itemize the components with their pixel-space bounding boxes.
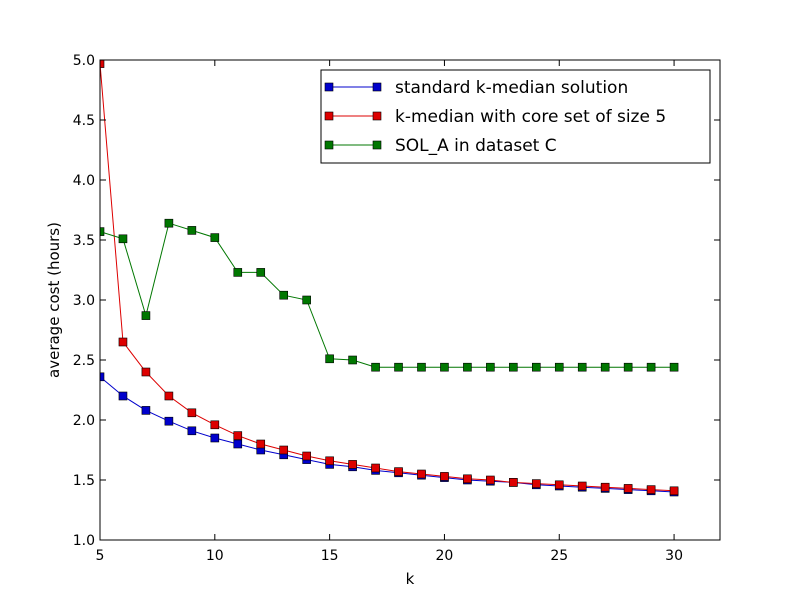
series-2-point-12 xyxy=(371,362,380,372)
y-tick-label-8: 5.0 xyxy=(73,53,95,69)
series-2-point-14 xyxy=(417,362,426,372)
legend-marker-left-2 xyxy=(324,140,334,150)
legend-box xyxy=(320,69,711,164)
series-2-point-10 xyxy=(325,354,334,364)
series-1-point-25 xyxy=(669,486,679,496)
series-0-point-1 xyxy=(118,391,128,401)
series-line-0 xyxy=(100,376,675,493)
y-tick-label-2: 2.0 xyxy=(73,413,95,429)
legend-marker-right-2 xyxy=(372,140,382,150)
legend: standard k-median solution k-median with … xyxy=(320,69,711,164)
legend-marker-right-1 xyxy=(372,111,382,121)
series-2-point-9 xyxy=(302,295,311,305)
series-1 xyxy=(100,60,679,496)
series-0-point-2 xyxy=(141,406,151,415)
series-1-point-5 xyxy=(210,420,220,430)
series-2-point-15 xyxy=(440,362,449,372)
series-1-point-18 xyxy=(509,478,518,487)
series-1-point-12 xyxy=(371,463,380,473)
y-tick-label-4: 3.0 xyxy=(73,293,95,309)
series-1-point-19 xyxy=(531,479,541,488)
series-1-point-8 xyxy=(279,445,289,455)
series-2-point-23 xyxy=(623,362,633,372)
series-0-point-4 xyxy=(187,426,197,436)
legend-label-1: k-median with core set of size 5 xyxy=(395,107,666,127)
series-2-point-16 xyxy=(463,362,472,372)
legend-marker-left-1 xyxy=(324,111,334,121)
series-2-point-4 xyxy=(187,226,197,235)
x-tick-label-0: 5 xyxy=(96,548,105,564)
series-1-point-23 xyxy=(623,484,633,493)
series-1-point-7 xyxy=(256,439,266,449)
x-tick-label-4: 25 xyxy=(550,548,568,564)
series-2-point-1 xyxy=(118,234,128,244)
series-2-point-18 xyxy=(509,362,518,372)
series-1-point-15 xyxy=(440,472,449,481)
series-0-point-3 xyxy=(164,416,174,426)
series-2-point-25 xyxy=(669,362,679,372)
series-2-point-0 xyxy=(100,227,105,236)
series-0 xyxy=(100,372,679,497)
series-1-point-21 xyxy=(577,481,587,491)
series-2-point-24 xyxy=(646,362,656,372)
series-1-point-17 xyxy=(486,475,495,485)
series-2-point-19 xyxy=(531,362,541,372)
series-2-point-17 xyxy=(486,362,495,372)
series-1-point-16 xyxy=(463,474,472,484)
axis-ticks: 5 10 15 20 25 30 1.0 1.5 2.0 2.5 3.0 3.5 4.0 4.5 5.0 xyxy=(73,53,720,564)
series-line-2 xyxy=(100,222,675,368)
series-2-point-3 xyxy=(164,218,174,228)
y-tick-label-7: 4.5 xyxy=(73,113,95,129)
series-1-point-11 xyxy=(348,460,357,469)
legend-marker-right-0 xyxy=(372,82,382,92)
series-2-point-13 xyxy=(394,362,403,372)
series-2-point-11 xyxy=(348,355,357,365)
series-2-point-8 xyxy=(279,290,289,300)
y-axis-label: average cost (hours) xyxy=(45,222,63,378)
series-1-point-13 xyxy=(394,467,403,476)
series-2 xyxy=(100,218,679,372)
series-2-point-22 xyxy=(600,362,610,372)
series-2-point-5 xyxy=(210,233,220,242)
series-1-point-22 xyxy=(600,482,610,492)
series-2-point-2 xyxy=(141,311,151,320)
x-tick-label-5: 30 xyxy=(665,548,683,564)
x-tick-label-2: 15 xyxy=(321,548,339,564)
series-1-point-4 xyxy=(187,408,197,418)
y-tick-label-6: 4.0 xyxy=(73,173,95,189)
series-0-point-0 xyxy=(100,372,105,382)
series-1-point-10 xyxy=(325,456,334,466)
y-tick-label-3: 2.5 xyxy=(73,353,95,369)
series-2-point-21 xyxy=(577,362,587,372)
series-0-point-5 xyxy=(210,433,220,443)
series-1-point-3 xyxy=(164,391,174,401)
series-2-point-6 xyxy=(233,268,243,277)
y-tick-label-0: 1.0 xyxy=(73,533,95,549)
legend-marker-left-0 xyxy=(324,82,334,92)
series-2-point-7 xyxy=(256,268,266,277)
series-1-point-0 xyxy=(100,60,105,68)
x-tick-label-3: 20 xyxy=(436,548,454,564)
x-axis-label: k xyxy=(406,570,415,588)
series-2-point-20 xyxy=(554,362,564,372)
legend-label-0: standard k-median solution xyxy=(395,78,628,98)
plot-marks xyxy=(100,60,679,497)
series-1-point-1 xyxy=(118,337,128,347)
series-1-point-24 xyxy=(646,485,656,494)
x-tick-label-1: 10 xyxy=(206,548,224,564)
legend-label-2: SOL_A in dataset C xyxy=(395,136,557,156)
series-1-point-2 xyxy=(141,367,151,377)
y-tick-label-1: 1.5 xyxy=(73,473,95,489)
plot-area xyxy=(100,60,679,497)
series-1-point-20 xyxy=(554,480,564,490)
y-tick-label-5: 3.5 xyxy=(73,233,95,249)
series-1-point-6 xyxy=(233,431,243,440)
series-0-point-6 xyxy=(233,439,243,449)
series-1-point-9 xyxy=(302,451,311,461)
series-1-point-14 xyxy=(417,469,426,479)
